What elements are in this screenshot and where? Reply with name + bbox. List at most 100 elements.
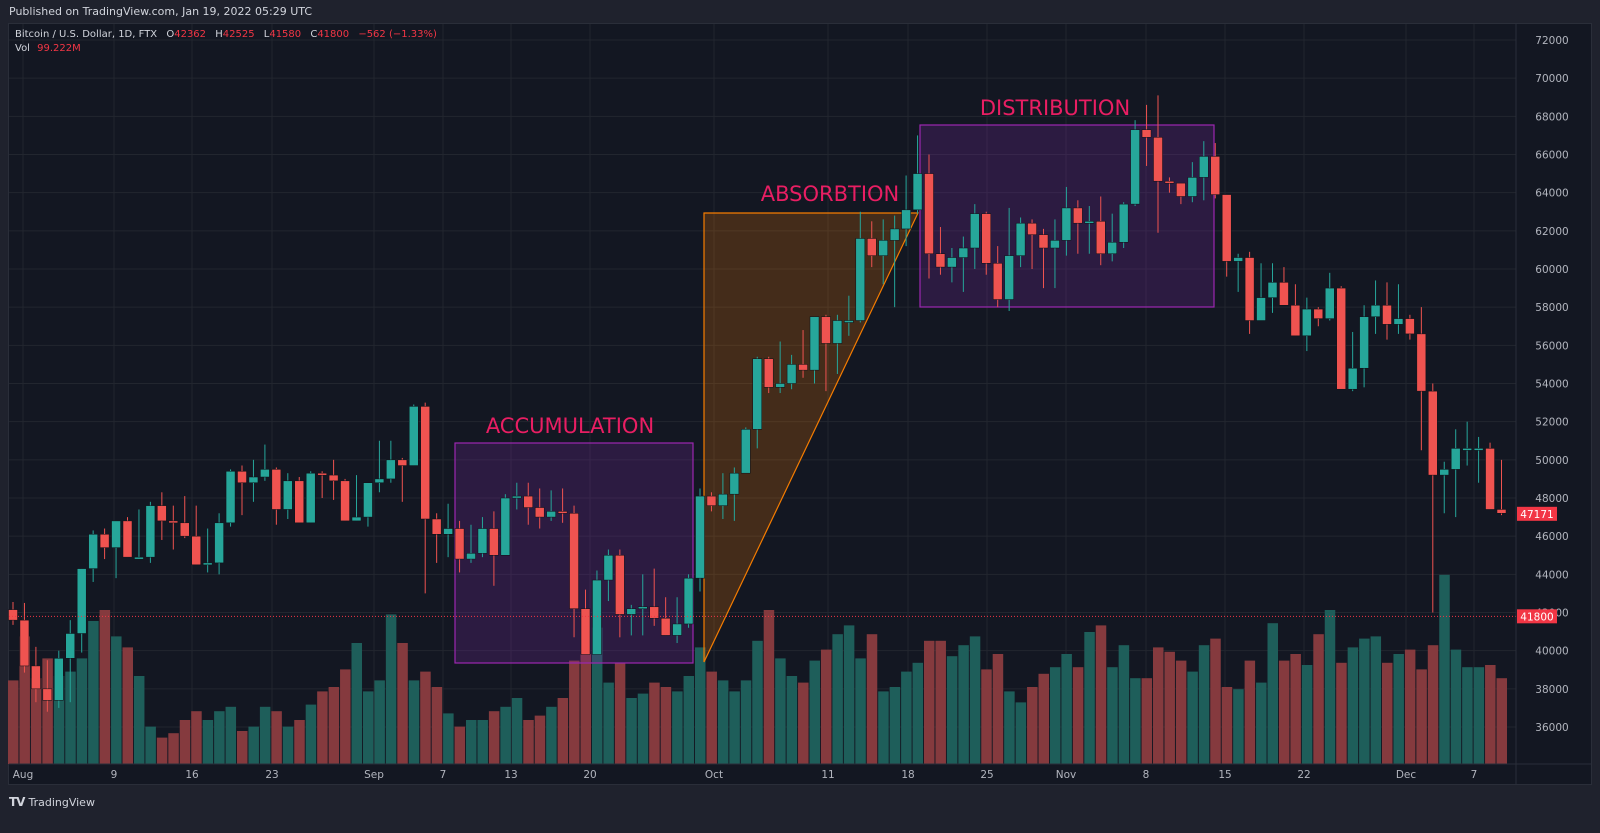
volume-bar <box>351 643 362 764</box>
volume-bar <box>248 726 259 764</box>
price-axis[interactable]: 3600038000400004200044000460004800050000… <box>1515 24 1569 785</box>
candle-body <box>8 609 18 621</box>
candle-body <box>1130 129 1140 205</box>
volume-bar <box>912 662 924 764</box>
volume-bar <box>523 720 534 764</box>
volume-bar <box>1210 638 1221 764</box>
volume-bar <box>488 711 500 764</box>
time-axis[interactable]: Aug 9 16 23 Sep 7 13 20 Oct 11 18 25 Nov 8 15 22 Dec 7 <box>9 763 1591 781</box>
volume-bar <box>1382 662 1393 764</box>
volume-bar <box>786 676 798 764</box>
volume-bar <box>1072 667 1084 764</box>
candle-body <box>397 459 408 466</box>
candle-body <box>1233 257 1243 262</box>
candle-body <box>1118 203 1129 243</box>
volume-bar <box>145 726 156 764</box>
volume-bar <box>901 671 912 764</box>
volume-bar <box>1061 654 1072 764</box>
volume-bar <box>340 669 351 764</box>
absorbtion-label: ABSORBTION <box>761 182 900 206</box>
volume-bar <box>637 693 649 764</box>
candle-body <box>638 606 648 610</box>
volume-bar <box>924 640 935 764</box>
time-tick-label: 20 <box>583 769 596 781</box>
volume-bar <box>1450 649 1462 764</box>
candle-body <box>328 474 339 482</box>
volume-bar <box>1496 678 1507 764</box>
candle-body <box>889 228 900 241</box>
volume-bar <box>88 621 99 764</box>
volume-bar <box>649 682 660 764</box>
volume-bar <box>511 698 523 764</box>
price-tick-label: 60000 <box>1535 264 1568 276</box>
time-tick-label: Oct <box>705 769 723 781</box>
volume-bar <box>946 656 958 764</box>
candle-body <box>271 469 282 510</box>
annotation-zones[interactable]: ACCUMULATION ABSORBTION DISTRIBUTION <box>454 96 1215 664</box>
candle-body <box>1073 207 1083 224</box>
candle-body <box>1141 129 1152 138</box>
chart-legend: Bitcoin / U.S. Dollar, 1D, FTX O42362 H4… <box>15 28 437 56</box>
time-tick-label: Sep <box>364 769 384 781</box>
price-tick-label: 64000 <box>1535 188 1568 200</box>
candle-body <box>65 633 75 659</box>
volume-bar <box>1267 623 1278 764</box>
candle-body <box>1325 287 1335 319</box>
candle-body <box>1187 177 1198 197</box>
volume-bar <box>133 676 145 764</box>
candle-body <box>741 429 751 474</box>
time-tick-label: 7 <box>1471 769 1478 781</box>
candle-body <box>1496 509 1507 514</box>
volume-label: Vol <box>15 43 30 54</box>
volume-bar <box>1015 702 1027 764</box>
volume-bar <box>76 658 88 764</box>
volume-bar <box>214 711 225 764</box>
candle-body <box>420 406 430 520</box>
volume-bar <box>1278 660 1290 764</box>
candle-body <box>1416 333 1427 392</box>
tradingview-branding[interactable]: TV TradingView <box>9 795 95 809</box>
volume-bar <box>225 706 237 764</box>
volume-bar <box>1049 667 1061 764</box>
volume-bar <box>156 737 168 764</box>
candle-body <box>1267 282 1278 298</box>
time-tick-label: Dec <box>1396 769 1417 781</box>
candle-body <box>1084 221 1095 224</box>
volume-bar <box>1164 651 1175 764</box>
time-tick-label: 18 <box>901 769 914 781</box>
volume-bar <box>259 706 271 764</box>
volume-bar <box>111 636 122 764</box>
volume-bar <box>1221 687 1233 764</box>
published-caption: Published on TradingView.com, Jan 19, 20… <box>9 5 313 18</box>
candle-body <box>1359 316 1369 369</box>
price-tick-label: 72000 <box>1535 35 1568 47</box>
volume-bar <box>443 713 454 764</box>
candle-body <box>1004 255 1014 300</box>
volume-bar <box>614 662 626 764</box>
volume-bar <box>294 720 305 764</box>
candle-body <box>867 238 877 256</box>
volume-bar <box>763 610 775 764</box>
candle-body <box>19 619 30 667</box>
volume-bar <box>477 720 488 764</box>
candle-body <box>111 520 121 548</box>
volume-bar <box>1107 667 1118 764</box>
candle-body <box>1313 308 1324 319</box>
candle-body <box>340 480 350 522</box>
candle-body <box>981 213 991 264</box>
candle-body <box>798 364 808 371</box>
price-tick-label: 38000 <box>1535 684 1568 696</box>
candle-body <box>443 528 453 535</box>
volume-bar <box>798 682 809 764</box>
volume-bar <box>1336 662 1347 764</box>
symbol-title[interactable]: Bitcoin / U.S. Dollar, 1D, FTX <box>15 29 158 40</box>
volume-bar <box>65 671 76 764</box>
candle-body <box>832 320 843 344</box>
volume-bar <box>889 687 901 764</box>
candle-body <box>855 238 866 321</box>
time-tick-label: 16 <box>185 769 199 781</box>
volume-bar <box>1313 634 1324 764</box>
volume-bar <box>695 647 706 764</box>
volume-bar <box>385 614 397 764</box>
